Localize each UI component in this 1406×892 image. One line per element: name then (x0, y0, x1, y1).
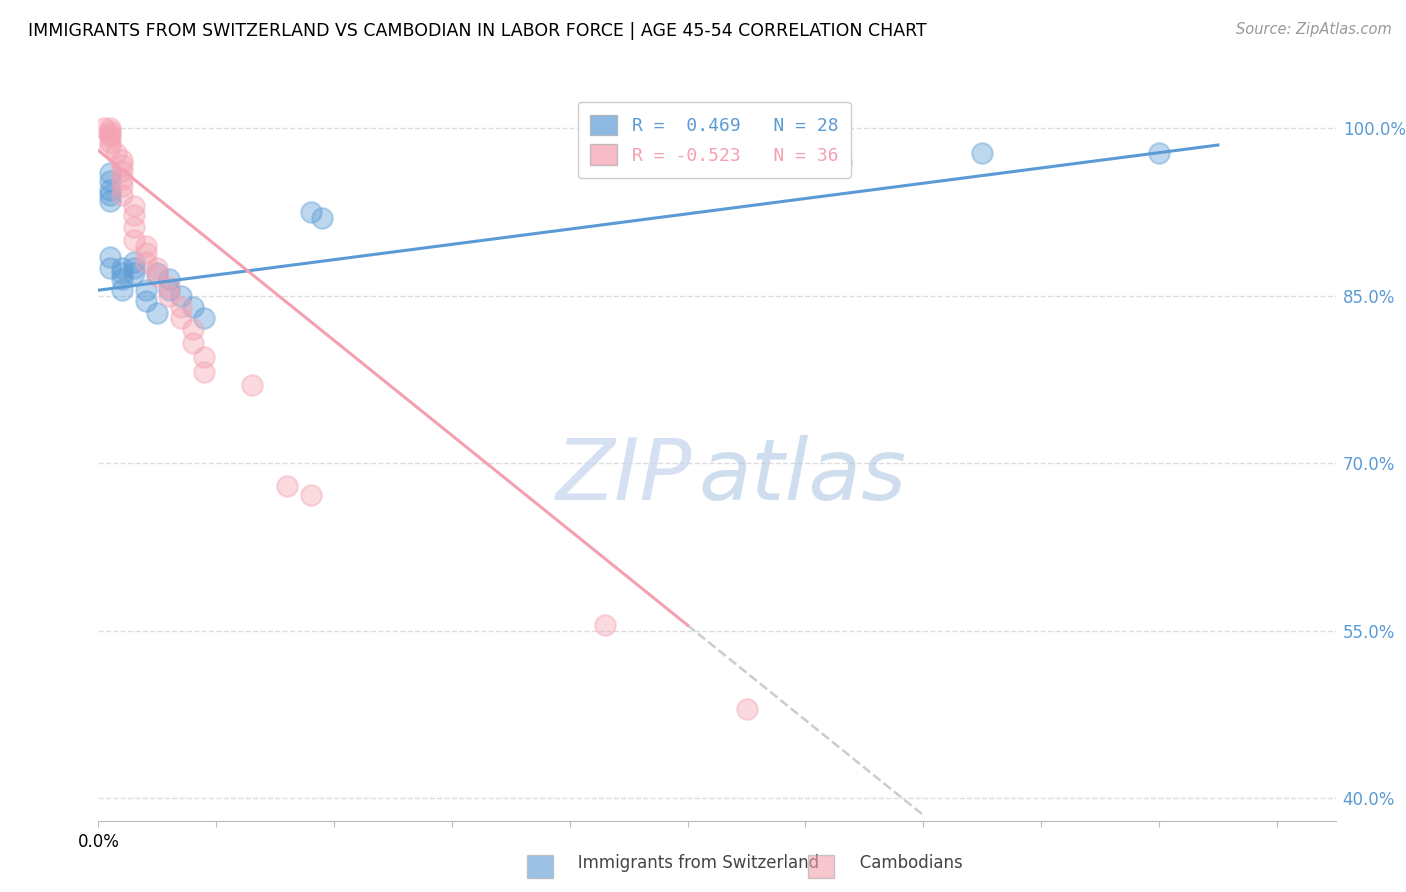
Point (122, 233, 145, 247)
Point (111, 153, 134, 167)
Point (735, 702, 758, 716)
Text: Source: ZipAtlas.com: Source: ZipAtlas.com (1236, 22, 1392, 37)
Point (135, 283, 157, 297)
Point (135, 255, 157, 269)
Point (111, 188, 134, 202)
Point (98, 250, 121, 264)
Legend: R =  0.469   N = 28, R = -0.523   N = 36: R = 0.469 N = 28, R = -0.523 N = 36 (578, 102, 851, 178)
Point (98, 260, 121, 275)
Point (146, 260, 169, 275)
Point (170, 300, 193, 314)
Point (157, 272, 180, 286)
Point (972, 145, 994, 160)
Point (181, 300, 204, 314)
Point (193, 365, 215, 379)
Point (111, 163, 134, 178)
Point (311, 211, 333, 225)
Point (111, 260, 134, 275)
Point (98, 140, 121, 154)
Point (98, 135, 121, 149)
Point (593, 618, 616, 632)
Point (146, 268, 169, 283)
Point (98, 183, 121, 197)
Text: ZIP: ZIP (555, 435, 692, 518)
Point (111, 179, 134, 194)
Point (181, 335, 204, 350)
Point (157, 280, 180, 294)
Point (98, 194, 121, 208)
Point (98, 121, 121, 136)
Point (170, 311, 193, 326)
Point (98, 188, 121, 202)
Point (111, 283, 134, 297)
Point (193, 311, 215, 326)
Text: IMMIGRANTS FROM SWITZERLAND VS CAMBODIAN IN LABOR FORCE | AGE 45-54 CORRELATION : IMMIGRANTS FROM SWITZERLAND VS CAMBODIAN… (28, 22, 927, 40)
Point (98, 130, 121, 145)
Point (122, 267, 145, 281)
Point (122, 260, 145, 275)
Point (135, 246, 157, 260)
Point (146, 267, 169, 281)
Point (240, 378, 263, 392)
Text: Immigrants from Switzerland: Immigrants from Switzerland (562, 855, 820, 872)
Point (170, 289, 193, 303)
Point (98, 174, 121, 188)
Point (111, 267, 134, 281)
Point (135, 294, 157, 309)
Point (122, 199, 145, 213)
Point (111, 158, 134, 172)
Point (122, 219, 145, 234)
Point (276, 478, 298, 492)
Point (93, 121, 115, 136)
Point (122, 208, 145, 222)
Point (157, 289, 180, 303)
Point (111, 272, 134, 286)
Point (98, 166, 121, 180)
Point (105, 145, 128, 160)
Point (146, 305, 169, 319)
Point (299, 487, 322, 501)
Point (1147, 145, 1170, 160)
Text: atlas: atlas (699, 435, 907, 518)
Point (98, 127, 121, 141)
Point (193, 350, 215, 364)
Text: Cambodians: Cambodians (844, 855, 962, 872)
Point (299, 205, 322, 219)
Point (830, 154, 852, 169)
Point (181, 322, 204, 336)
Point (135, 238, 157, 252)
Point (98, 123, 121, 137)
Point (157, 283, 180, 297)
Y-axis label: In Labor Force | Age 45-54: In Labor Force | Age 45-54 (0, 345, 8, 565)
Point (122, 255, 145, 269)
Point (111, 171, 134, 186)
